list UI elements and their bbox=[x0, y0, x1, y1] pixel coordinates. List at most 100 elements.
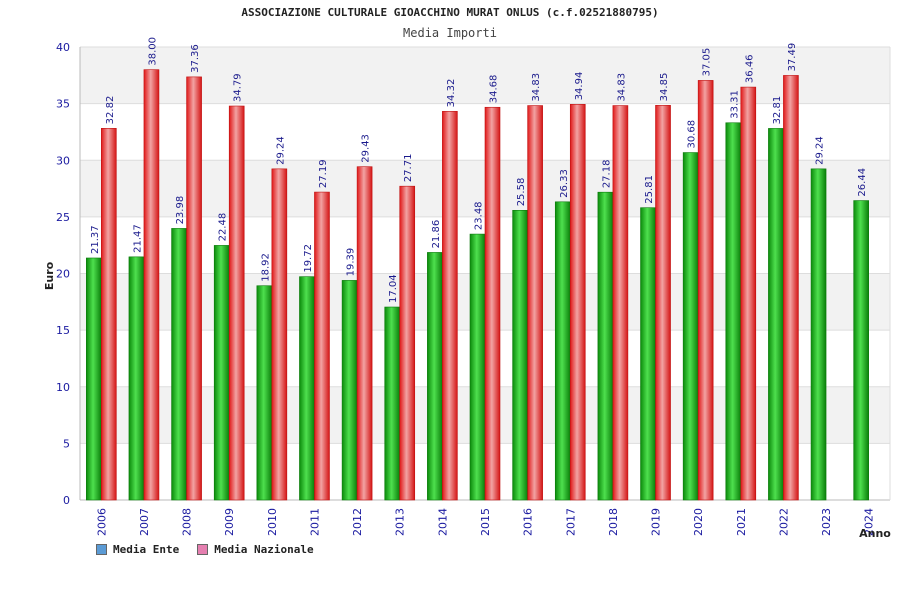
y-tick-label: 10 bbox=[56, 381, 70, 394]
y-tick-label: 30 bbox=[56, 154, 70, 167]
x-tick-label: 2015 bbox=[479, 508, 492, 536]
data-label: 21.86 bbox=[431, 220, 442, 249]
data-label: 23.48 bbox=[474, 201, 485, 230]
bar-media-ente bbox=[213, 245, 230, 501]
chart-title: ASSOCIAZIONE CULTURALE GIOACCHINO MURAT … bbox=[241, 6, 659, 19]
data-label: 34.83 bbox=[531, 73, 542, 102]
bar-media-nazionale bbox=[569, 104, 586, 501]
data-label: 19.39 bbox=[346, 248, 357, 277]
data-label: 19.72 bbox=[303, 244, 314, 273]
data-label: 21.37 bbox=[90, 225, 101, 254]
bar-media-nazionale bbox=[740, 86, 757, 501]
data-label: 32.81 bbox=[772, 96, 783, 125]
x-axis-label: Anno bbox=[859, 527, 891, 540]
bar-media-ente bbox=[810, 168, 827, 501]
data-label: 33.31 bbox=[729, 90, 740, 119]
bar-media-ente bbox=[86, 257, 102, 501]
data-label: 23.98 bbox=[175, 196, 186, 225]
legend-swatch-nazionale bbox=[197, 544, 209, 555]
x-tick-label: 2023 bbox=[820, 508, 833, 536]
bar-media-ente bbox=[469, 233, 486, 501]
data-label: 34.83 bbox=[616, 73, 627, 102]
bar-media-nazionale bbox=[399, 185, 416, 501]
data-label: 37.05 bbox=[702, 48, 713, 77]
x-tick-label: 2013 bbox=[394, 508, 407, 536]
bar-media-ente bbox=[554, 201, 571, 501]
data-label: 30.68 bbox=[687, 120, 698, 149]
data-label: 36.46 bbox=[744, 54, 755, 83]
data-label: 26.33 bbox=[559, 169, 570, 198]
legend-swatch-ente bbox=[96, 544, 107, 555]
legend-item-ente: Media Ente bbox=[96, 543, 179, 556]
bar-media-ente bbox=[341, 280, 358, 501]
bar-media-ente bbox=[128, 256, 145, 501]
y-tick-label: 0 bbox=[63, 494, 70, 507]
bar-media-nazionale bbox=[697, 80, 714, 501]
bar-media-ente bbox=[682, 152, 699, 501]
bar-media-ente bbox=[597, 191, 614, 501]
legend-label-ente: Media Ente bbox=[113, 543, 180, 556]
data-label: 29.24 bbox=[815, 136, 826, 165]
x-tick-label: 2014 bbox=[436, 508, 449, 536]
x-tick-label: 2017 bbox=[564, 508, 577, 536]
bar-media-ente bbox=[640, 207, 656, 501]
bar-media-nazionale bbox=[783, 75, 799, 501]
bar-media-nazionale bbox=[143, 69, 160, 501]
y-tick-label: 40 bbox=[56, 41, 70, 54]
data-label: 17.04 bbox=[388, 274, 399, 303]
x-tick-label: 2024 bbox=[863, 508, 876, 536]
bar-media-ente bbox=[853, 200, 869, 501]
data-label: 34.85 bbox=[659, 73, 670, 102]
data-label: 27.71 bbox=[403, 154, 414, 183]
data-label: 25.58 bbox=[516, 178, 527, 207]
data-label: 34.94 bbox=[574, 72, 585, 101]
x-tick-label: 2016 bbox=[522, 508, 535, 536]
data-label: 27.19 bbox=[318, 159, 329, 188]
x-tick-label: 2022 bbox=[777, 508, 790, 536]
bar-media-ente bbox=[299, 276, 315, 501]
bar-media-nazionale bbox=[484, 106, 501, 501]
y-tick-label: 5 bbox=[63, 437, 70, 450]
bar-media-nazionale bbox=[442, 111, 458, 501]
x-tick-label: 2019 bbox=[650, 508, 663, 536]
y-tick-label: 20 bbox=[56, 268, 70, 281]
bar-media-nazionale bbox=[655, 105, 671, 501]
x-tick-label: 2018 bbox=[607, 508, 620, 536]
data-label: 34.79 bbox=[233, 73, 244, 102]
data-label: 37.36 bbox=[190, 44, 201, 73]
data-label: 29.24 bbox=[275, 136, 286, 165]
data-label: 34.32 bbox=[446, 79, 457, 108]
data-label: 32.82 bbox=[105, 96, 116, 125]
data-label: 26.44 bbox=[857, 168, 868, 197]
y-tick-label: 15 bbox=[56, 324, 70, 337]
bar-media-nazionale bbox=[527, 105, 543, 501]
bar-media-nazionale bbox=[271, 168, 288, 501]
x-tick-label: 2006 bbox=[95, 508, 108, 536]
bar-media-ente bbox=[171, 228, 187, 501]
data-label: 22.48 bbox=[218, 213, 229, 242]
x-tick-label: 2011 bbox=[308, 508, 321, 536]
data-label: 38.00 bbox=[147, 37, 158, 66]
data-label: 27.18 bbox=[601, 160, 612, 189]
bar-media-ente bbox=[725, 122, 742, 501]
bar-media-ente bbox=[512, 210, 528, 501]
bar-media-nazionale bbox=[314, 191, 330, 501]
y-tick-label: 25 bbox=[56, 211, 70, 224]
bar-media-nazionale bbox=[356, 166, 373, 501]
x-tick-label: 2010 bbox=[266, 508, 279, 536]
bar-media-ente bbox=[768, 128, 784, 501]
legend-label-nazionale: Media Nazionale bbox=[214, 543, 314, 556]
x-tick-label: 2007 bbox=[138, 508, 151, 536]
x-tick-label: 2012 bbox=[351, 508, 364, 536]
y-tick-label: 35 bbox=[56, 98, 70, 111]
bar-media-ente bbox=[384, 306, 401, 501]
bar-media-nazionale bbox=[101, 128, 117, 501]
data-label: 18.92 bbox=[260, 253, 271, 282]
chart-subtitle: Media Importi bbox=[403, 26, 497, 40]
data-label: 34.68 bbox=[489, 75, 500, 104]
bar-media-ente bbox=[427, 252, 443, 501]
x-tick-label: 2021 bbox=[735, 508, 748, 536]
x-tick-label: 2009 bbox=[223, 508, 236, 536]
